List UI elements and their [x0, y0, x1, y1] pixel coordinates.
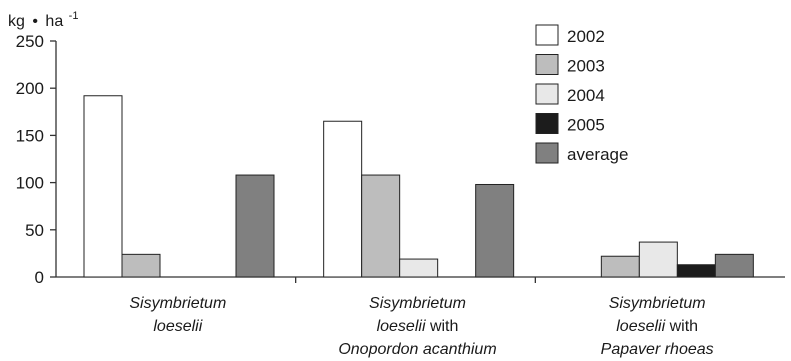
bar-average	[475, 183, 515, 278]
legend-label: 2003	[567, 57, 605, 76]
bar-2002	[323, 120, 363, 278]
category-label-part: with	[665, 318, 698, 335]
y-tick-label: 50	[25, 221, 44, 240]
unit-dot: •	[32, 13, 38, 30]
y-tick-label: 0	[35, 268, 44, 287]
category-label-part: loeselii	[616, 318, 665, 335]
bar-2004	[399, 258, 439, 278]
legend-label: average	[567, 145, 628, 164]
bar-2004	[638, 241, 678, 278]
y-tick-label: 250	[16, 32, 44, 51]
bar-2003	[121, 253, 161, 278]
bar-2003	[600, 255, 640, 278]
category-label-part: loeselii	[377, 318, 426, 335]
bar-2003	[361, 174, 401, 278]
category-label-part: with	[426, 318, 459, 335]
y-tick-label: 100	[16, 174, 44, 193]
unit-ha: ha	[45, 13, 63, 30]
legend-swatch	[535, 113, 559, 134]
legend: 2002 2003 2004 2005 average	[535, 24, 628, 164]
bar-average	[714, 253, 754, 278]
category-label: Sisymbrietum loeselii	[129, 295, 226, 335]
legend-swatch	[535, 24, 559, 46]
category-label: Sisymbrietum loeselii with Papaver rhoeas	[601, 295, 714, 358]
y-tick-label: 200	[16, 79, 44, 98]
bar-2005	[676, 264, 716, 278]
y-tick-label: 150	[16, 126, 44, 145]
category-label-part: Sisymbrietum	[129, 295, 226, 312]
unit-exponent: -1	[69, 10, 79, 22]
category-label-part: Onopordon acanthium	[338, 341, 496, 358]
legend-label: 2002	[567, 27, 605, 46]
bar-2002	[83, 95, 123, 278]
legend-swatch	[535, 83, 559, 105]
bars	[83, 95, 754, 278]
category-labels: Sisymbrietum loeselii Sisymbrietum loeselii…	[129, 295, 713, 358]
category-label-part: Sisymbrietum	[369, 295, 466, 312]
bar-average	[235, 174, 275, 278]
legend-swatch	[535, 54, 559, 75]
legend-swatch	[535, 142, 559, 164]
y-axis-unit-label: kg • ha -1	[8, 10, 78, 30]
legend-label: 2005	[567, 116, 605, 135]
svg-text:kg • ha -1: kg • ha -1	[8, 10, 78, 30]
category-label-part: Sisymbrietum	[609, 295, 706, 312]
x-axis	[56, 276, 785, 283]
y-axis: 0 50 100 150 200 250	[16, 32, 57, 287]
category-label: Sisymbrietum loeselii with Onopordon acant…	[338, 295, 496, 358]
legend-label: 2004	[567, 86, 605, 105]
category-label-part: loeselii	[153, 318, 202, 335]
unit-base: kg	[8, 13, 25, 30]
category-label-part: Papaver rhoeas	[601, 341, 714, 358]
